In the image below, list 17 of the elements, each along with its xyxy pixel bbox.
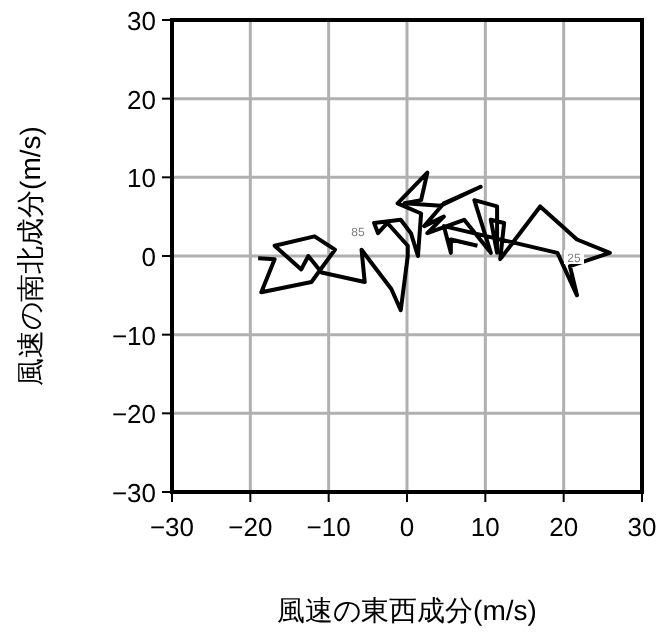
y-axis-title: 風速の南北成分(m/s) <box>14 126 46 386</box>
y-tick-label: 0 <box>141 242 156 272</box>
y-tick-label: 10 <box>127 163 156 194</box>
x-tick-label: −30 <box>149 512 195 542</box>
y-tick-label: 30 <box>127 6 156 36</box>
y-tick-label: 20 <box>127 84 156 115</box>
y-tick-label: −20 <box>111 399 156 430</box>
line-series <box>256 170 612 313</box>
x-tick-label: −10 <box>306 512 351 542</box>
y-tick-label: −30 <box>111 478 156 508</box>
x-tick-label: 20 <box>549 512 579 542</box>
y-tick-label: −10 <box>111 320 156 351</box>
x-axis-title: 風速の東西成分(m/s) <box>277 594 537 626</box>
x-tick-label: 0 <box>399 512 415 542</box>
x-tick-label: 30 <box>627 512 657 542</box>
x-tick-label: −20 <box>228 512 273 542</box>
x-tick-label: 10 <box>470 512 500 542</box>
